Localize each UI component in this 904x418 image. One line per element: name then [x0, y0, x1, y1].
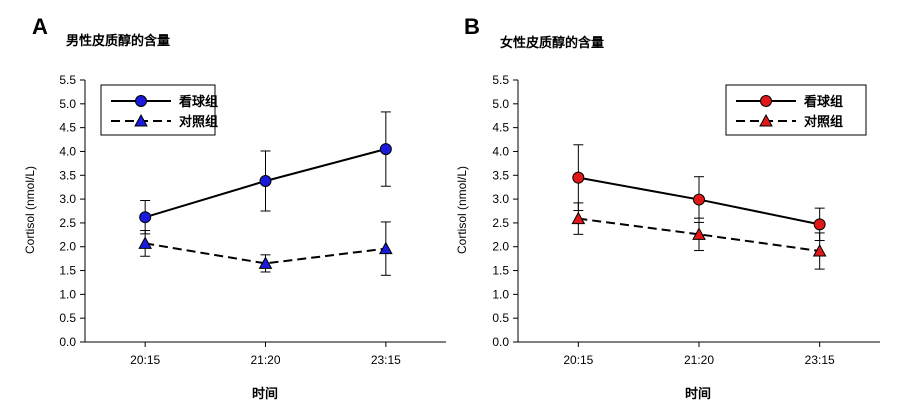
- y-tick-label: 5.5: [492, 73, 509, 87]
- chart-b-xlabel: 时间: [685, 386, 711, 401]
- chart-a-plot: 0.0 0.5 1.0 1.5 2.0 2.5 3.0 3.5 4.0 4.5 5.0 5.5 20:1…: [59, 73, 446, 367]
- y-tick-label: 0.5: [59, 311, 76, 325]
- series-line-2: [578, 217, 820, 253]
- x-tick-label: 21:20: [250, 353, 280, 367]
- legend-marker-circle: [760, 95, 772, 107]
- data-point-circle: [259, 174, 272, 187]
- legend-label: 看球组: [179, 94, 218, 109]
- x-tick-label: 20:15: [130, 353, 160, 367]
- y-tick-label: 4.5: [492, 121, 509, 135]
- y-tick-label: 4.0: [59, 144, 76, 158]
- data-point-circle: [139, 211, 152, 224]
- chart-b-plot: 0.0 0.5 1.0 1.5 2.0 2.5 3.0 3.5 4.0 4.5 5.0 5.5 20:1…: [492, 73, 880, 367]
- y-tick-label: 1.5: [59, 264, 76, 278]
- chart-b-ylabel: Cortisol (nmol/L): [455, 166, 469, 254]
- data-point-triangle: [571, 211, 586, 225]
- legend-label: 对照组: [804, 114, 843, 129]
- data-point-triangle: [138, 236, 153, 249]
- y-tick-label: 5.0: [492, 97, 509, 111]
- data-point-circle: [693, 193, 705, 206]
- chart-a-ylabel: Cortisol (nmol/L): [23, 166, 37, 254]
- y-tick-label: 3.5: [492, 168, 509, 182]
- data-point-circle: [572, 171, 585, 184]
- y-tick-label: 2.5: [59, 216, 76, 230]
- x-tick-label: 23:15: [805, 353, 835, 367]
- y-tick-label: 3.0: [492, 192, 509, 206]
- y-tick-label: 0.5: [492, 311, 509, 325]
- data-point-triangle: [258, 256, 273, 269]
- data-point-circle: [813, 218, 826, 231]
- chart-a-title: 男性皮质醇的含量: [66, 33, 171, 48]
- y-tick-label: 4.0: [492, 144, 509, 158]
- x-tick-label: 21:20: [684, 353, 714, 367]
- legend-marker-circle: [135, 95, 147, 107]
- y-tick-label: 3.0: [59, 192, 76, 206]
- data-point-triangle: [812, 243, 827, 257]
- chart-b-title: 女性皮质醇的含量: [500, 35, 605, 50]
- y-tick-label: 4.5: [59, 121, 76, 135]
- legend-label: 对照组: [179, 114, 218, 129]
- x-tick-label: 23:15: [371, 353, 401, 367]
- chart-panel-a: Cortisol (nmol/L) 时间 0.0 0.5 1.0 1.5 2.0 2.5 3…: [23, 14, 446, 401]
- y-tick-label: 0.0: [59, 335, 76, 349]
- y-tick-label: 5.0: [59, 97, 76, 111]
- chart-b-svg: Cortisol (nmol/L) 时间 0.0 0.5 1.0 1.5 2.0 2.5 3…: [455, 73, 880, 401]
- y-tick-label: 3.5: [59, 168, 76, 182]
- legend-box: [725, 84, 867, 136]
- panel-label-b: B: [464, 14, 480, 39]
- y-tick-label: 0.0: [492, 335, 509, 349]
- chart-panel-b: Cortisol (nmol/L) 时间 0.0 0.5 1.0 1.5 2.0 2.5 3…: [452, 0, 904, 418]
- y-tick-label: 1.0: [492, 287, 509, 301]
- panel-label-a: A: [32, 14, 48, 39]
- chart-a-xlabel: 时间: [252, 386, 278, 401]
- chart-a-svg: Cortisol (nmol/L) 时间 0.0 0.5 1.0 1.5 2.0 2.5 3…: [23, 73, 446, 401]
- legend-marker-triangle: [759, 113, 773, 127]
- data-point-circle: [379, 143, 392, 156]
- y-tick-label: 5.5: [59, 73, 76, 87]
- series-line-2: [145, 242, 386, 265]
- legend-label: 看球组: [804, 94, 843, 109]
- y-tick-label: 2.0: [59, 240, 76, 254]
- y-tick-label: 1.5: [492, 264, 509, 278]
- data-point-triangle: [378, 241, 393, 255]
- y-tick-label: 2.0: [492, 240, 509, 254]
- legend-marker-triangle: [134, 113, 148, 127]
- x-tick-label: 20:15: [563, 353, 593, 367]
- legend-box: [100, 84, 216, 136]
- y-tick-label: 1.0: [59, 287, 76, 301]
- y-tick-label: 2.5: [492, 216, 509, 230]
- data-point-triangle: [692, 227, 706, 240]
